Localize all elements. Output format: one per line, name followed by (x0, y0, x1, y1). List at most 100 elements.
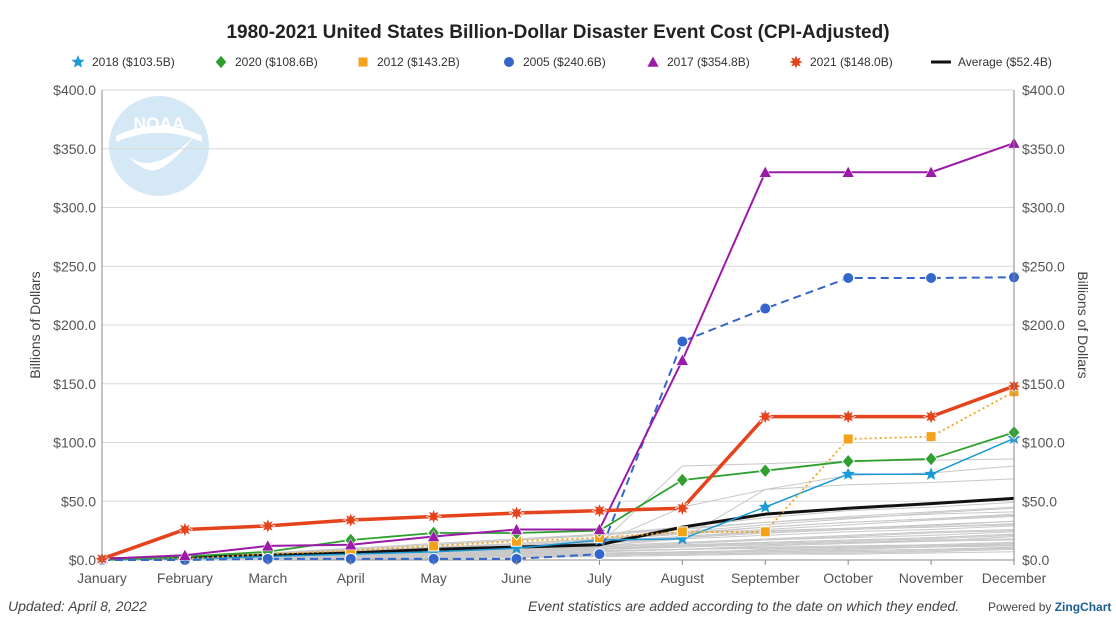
y-axis-title-right: Billions of Dollars (1075, 271, 1091, 378)
series-line[interactable] (101, 437, 1015, 561)
legend-item[interactable]: 2012 ($143.2B) (355, 52, 460, 72)
noaa-logo-band (116, 125, 202, 142)
legend-label: 2012 ($143.2B) (377, 55, 460, 69)
legend-item[interactable]: 2017 ($354.8B) (645, 52, 750, 72)
x-tick-label: July (587, 570, 612, 586)
data-point-marker[interactable] (924, 467, 938, 480)
y-tick-label-right: $400.0 (1022, 82, 1065, 98)
background-year-line (101, 541, 1015, 561)
data-point-marker[interactable] (503, 56, 515, 68)
data-point-marker[interactable] (924, 451, 938, 467)
noaa-logo-circle (109, 96, 209, 196)
y-tick-label-left: $250.0 (53, 258, 96, 274)
legend-item[interactable]: 2018 ($103.5B) (70, 52, 175, 72)
legend-label: 2020 ($108.6B) (235, 55, 318, 69)
data-point-marker[interactable] (71, 55, 85, 68)
legend-item[interactable]: 2005 ($240.6B) (501, 52, 606, 72)
legend-marker-icon (357, 56, 369, 68)
x-tick-label: March (248, 570, 287, 586)
legend-item[interactable]: Average ($52.4B) (930, 52, 1052, 72)
legend-label: 2017 ($354.8B) (667, 55, 750, 69)
data-point-marker[interactable] (839, 408, 857, 426)
data-point-marker[interactable] (841, 467, 855, 480)
data-point-marker[interactable] (675, 353, 689, 366)
data-point-marker[interactable] (508, 504, 525, 522)
y-tick-label-right: $350.0 (1022, 141, 1065, 157)
data-point-marker[interactable] (214, 54, 228, 70)
data-point-marker[interactable] (758, 462, 772, 479)
data-point-marker[interactable] (758, 165, 772, 178)
x-tick-label: April (337, 570, 365, 586)
y-tick-label-left: $50.0 (61, 493, 96, 509)
legend-item[interactable]: 2020 ($108.6B) (213, 52, 318, 72)
data-point-marker[interactable] (673, 499, 691, 517)
legend-marker-icon (931, 60, 951, 64)
y-axis-title-left: Billions of Dollars (27, 271, 43, 378)
data-point-marker[interactable] (344, 538, 358, 550)
data-point-marker[interactable] (788, 54, 804, 70)
series-line[interactable] (101, 384, 1015, 561)
noaa-logo: NOAA (109, 96, 209, 196)
data-point-marker[interactable] (646, 55, 660, 68)
data-point-marker[interactable] (591, 502, 608, 520)
data-point-marker[interactable] (427, 529, 441, 542)
legend-label: Average ($52.4B) (958, 55, 1052, 69)
y-tick-label-right: $150.0 (1022, 376, 1065, 392)
y-tick-label-left: $300.0 (53, 200, 96, 216)
series-2012 (96, 386, 1020, 566)
data-point-marker[interactable] (924, 165, 938, 178)
data-point-marker[interactable] (841, 453, 855, 470)
data-point-marker[interactable] (925, 272, 938, 284)
data-point-marker[interactable] (759, 526, 771, 538)
data-point-marker[interactable] (593, 522, 606, 535)
data-point-marker[interactable] (509, 541, 524, 554)
y-tick-label-left: $400.0 (53, 82, 96, 98)
data-point-marker[interactable] (425, 508, 443, 525)
data-point-marker[interactable] (842, 433, 854, 445)
series-line[interactable] (101, 496, 1015, 561)
chart-title: 1980-2021 United States Billion-Dollar D… (226, 22, 890, 43)
data-point-marker[interactable] (759, 302, 772, 315)
data-point-marker[interactable] (842, 272, 855, 284)
series-line[interactable] (101, 390, 1015, 561)
data-point-marker[interactable] (259, 517, 277, 535)
data-point-marker[interactable] (675, 531, 690, 545)
series-line[interactable] (101, 431, 1015, 561)
data-point-marker[interactable] (922, 408, 940, 426)
powered-by-brand[interactable]: ZingChart (1054, 600, 1112, 614)
x-tick-label: January (77, 570, 127, 586)
data-point-marker[interactable] (342, 511, 360, 529)
data-point-marker[interactable] (675, 472, 690, 488)
x-tick-label: September (731, 570, 800, 586)
y-tick-label-right: $50.0 (1022, 493, 1057, 509)
legend-label: 2021 ($148.0B) (810, 55, 893, 69)
data-point-marker[interactable] (676, 526, 688, 538)
data-point-marker[interactable] (925, 431, 937, 443)
x-tick-label: June (501, 570, 532, 586)
data-point-marker[interactable] (593, 548, 606, 561)
data-point-marker[interactable] (756, 408, 774, 426)
series-line[interactable] (101, 142, 1015, 560)
legend-marker-icon (71, 55, 85, 68)
powered-by-link[interactable]: Powered by ZingChart (988, 600, 1111, 614)
noaa-logo-gull (128, 135, 195, 171)
data-point-marker[interactable] (176, 521, 194, 538)
data-point-marker[interactable] (261, 539, 275, 552)
y-tick-label-right: $0.0 (1022, 552, 1049, 568)
legend: 2018 ($103.5B) 2020 ($108.6B) 2012 ($143.2… (70, 52, 1060, 72)
x-tick-label: February (157, 570, 213, 586)
series-line[interactable] (102, 276, 1015, 561)
data-point-marker[interactable] (676, 335, 689, 348)
data-point-marker[interactable] (428, 540, 440, 552)
data-point-marker[interactable] (357, 56, 369, 68)
legend-label: 2018 ($103.5B) (92, 55, 175, 69)
data-point-marker[interactable] (758, 500, 772, 513)
legend-marker-icon (646, 55, 660, 68)
data-point-marker[interactable] (841, 165, 855, 178)
legend-item[interactable]: 2021 ($148.0B) (788, 52, 893, 72)
y-tick-label-right: $100.0 (1022, 435, 1065, 451)
series-average (101, 496, 1015, 561)
data-point-marker[interactable] (510, 522, 523, 535)
x-tick-label: October (823, 570, 873, 586)
